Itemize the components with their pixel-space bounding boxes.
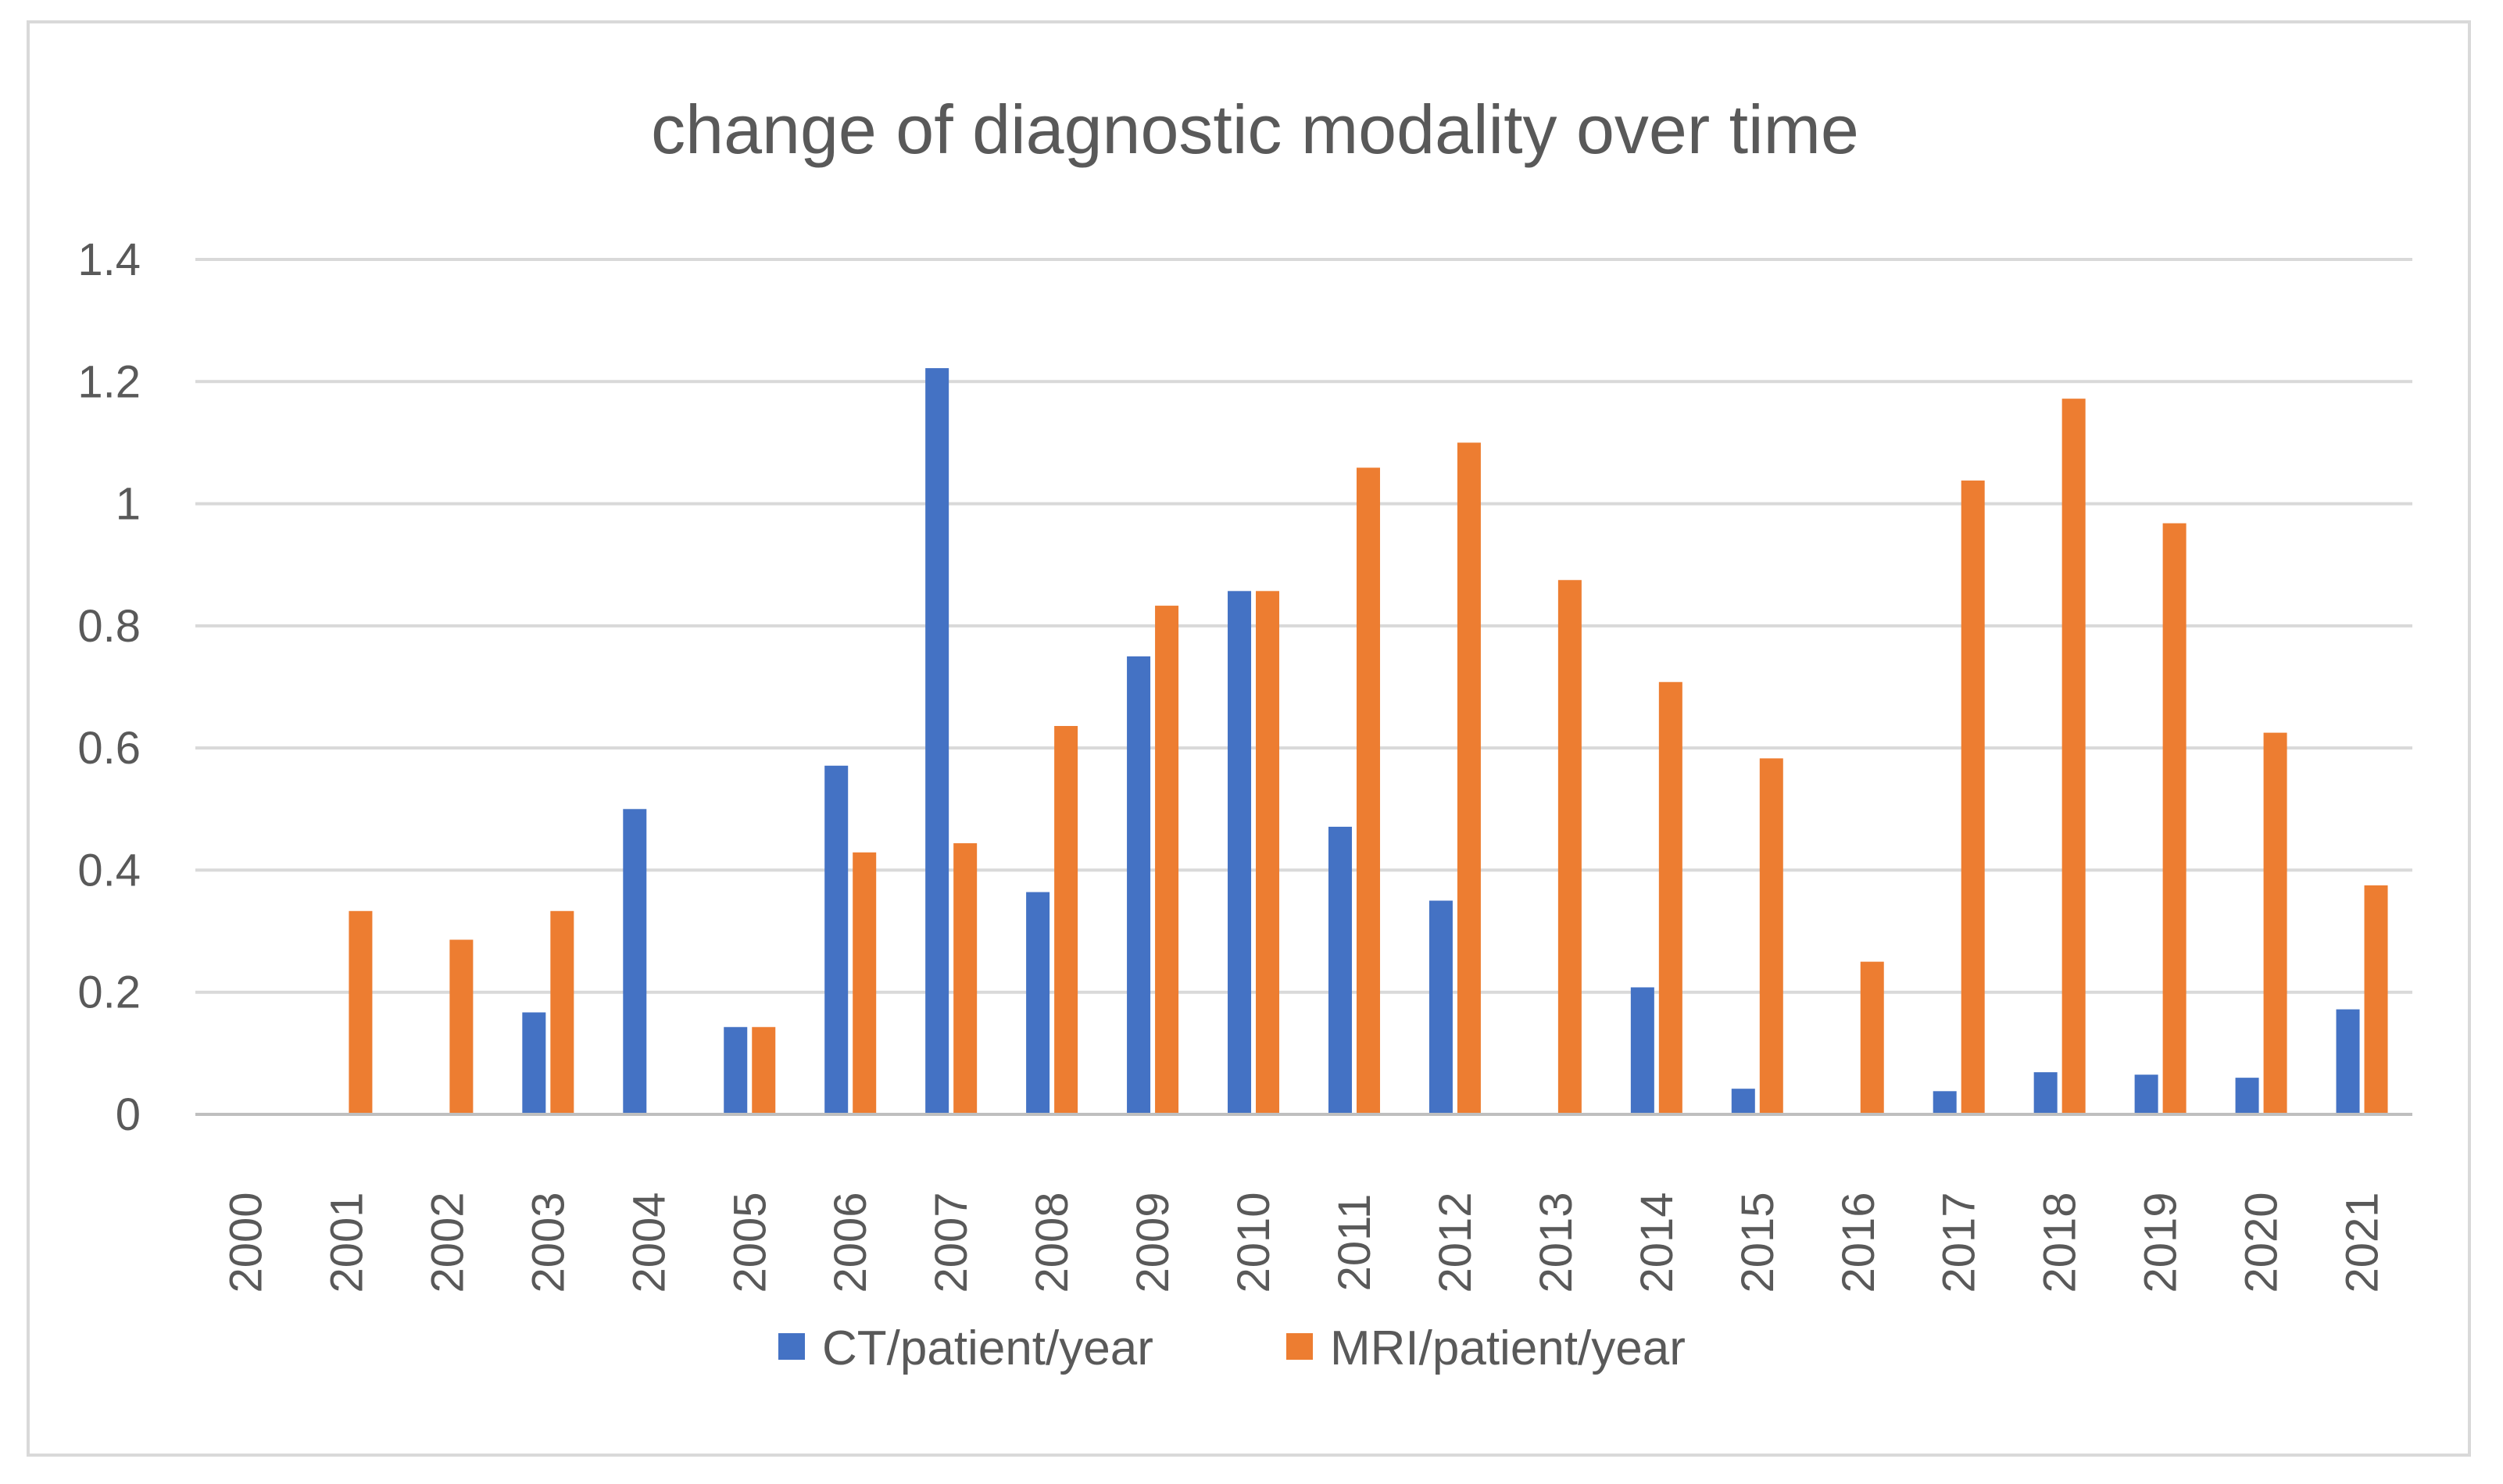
bar-mri-2010 — [1256, 591, 1280, 1114]
bar-mri-2005 — [752, 1027, 776, 1114]
x-tick-label: 2014 — [1632, 1192, 1682, 1293]
bar-mri-2020 — [2263, 732, 2287, 1114]
bars — [349, 368, 2388, 1114]
bar-ct-2020 — [2235, 1078, 2259, 1114]
bar-ct-2019 — [2134, 1075, 2158, 1114]
x-tick-label: 2004 — [624, 1192, 674, 1293]
y-tick-label: 0.6 — [77, 723, 141, 774]
legend-swatch-mri — [1286, 1333, 1313, 1360]
x-tick-label: 2021 — [2337, 1192, 2388, 1293]
bar-ct-2009 — [1127, 656, 1151, 1114]
bar-ct-2021 — [2336, 1009, 2360, 1114]
bar-ct-2004 — [623, 809, 647, 1114]
bar-ct-2011 — [1328, 826, 1352, 1114]
bar-ct-2005 — [724, 1027, 748, 1114]
x-axis-tick-labels: 2000 2001 2002 2003 2004 2005 2006 2007 2008 2009… — [220, 1192, 2387, 1293]
y-tick-label: 1.2 — [77, 356, 141, 407]
chart-title: change of diagnostic modality over time — [651, 91, 1859, 168]
x-tick-label: 2018 — [2035, 1192, 2086, 1293]
x-tick-label: 2019 — [2136, 1192, 2187, 1293]
y-axis-tick-labels: 0 0.2 0.4 0.6 0.8 1 1.2 1.4 — [77, 234, 141, 1140]
x-tick-label: 2000 — [220, 1192, 271, 1293]
y-tick-label: 1 — [116, 479, 141, 530]
bar-mri-2007 — [953, 843, 978, 1114]
x-tick-label: 2011 — [1329, 1194, 1380, 1292]
x-tick-label: 2006 — [825, 1192, 876, 1293]
y-tick-label: 0 — [116, 1089, 141, 1140]
bar-mri-2021 — [2364, 885, 2388, 1114]
bar-ct-2014 — [1630, 987, 1654, 1114]
bar-ct-2006 — [824, 765, 849, 1114]
bar-ct-2018 — [2033, 1072, 2058, 1114]
x-tick-label: 2010 — [1228, 1192, 1279, 1293]
bar-mri-2013 — [1557, 580, 1582, 1114]
y-tick-label: 0.8 — [77, 601, 141, 652]
bar-mri-2014 — [1658, 681, 1682, 1114]
bar-mri-2016 — [1860, 961, 1884, 1114]
x-tick-label: 2016 — [1833, 1192, 1884, 1293]
bar-mri-2009 — [1155, 606, 1179, 1114]
legend: CT/patient/year MRI/patient/year — [778, 1321, 1686, 1375]
bar-mri-2002 — [449, 939, 474, 1114]
bar-ct-2003 — [522, 1012, 546, 1114]
bar-ct-2012 — [1428, 900, 1453, 1114]
x-tick-label: 2007 — [926, 1192, 977, 1293]
bar-ct-2017 — [1933, 1091, 1957, 1114]
x-tick-label: 2017 — [1934, 1192, 1985, 1293]
legend-label-mri: MRI/patient/year — [1330, 1321, 1686, 1375]
bar-ct-2010 — [1228, 591, 1252, 1114]
legend-label-ct: CT/patient/year — [822, 1321, 1153, 1375]
x-tick-label: 2008 — [1027, 1192, 1078, 1293]
x-tick-label: 2015 — [1732, 1192, 1783, 1293]
x-tick-label: 2009 — [1128, 1192, 1178, 1293]
legend-swatch-ct — [778, 1333, 805, 1360]
bar-ct-2008 — [1026, 892, 1050, 1114]
bar-ct-2015 — [1731, 1089, 1755, 1114]
x-tick-label: 2020 — [2237, 1192, 2287, 1293]
y-tick-label: 0.4 — [77, 845, 141, 896]
y-tick-label: 0.2 — [77, 967, 141, 1018]
bar-mri-2012 — [1457, 442, 1481, 1114]
x-tick-label: 2003 — [523, 1192, 574, 1293]
bar-mri-2008 — [1054, 726, 1078, 1114]
x-tick-label: 2012 — [1430, 1192, 1481, 1293]
x-tick-label: 2002 — [422, 1192, 473, 1293]
bar-mri-2003 — [550, 910, 574, 1114]
x-tick-label: 2001 — [321, 1192, 372, 1293]
x-tick-label: 2013 — [1531, 1192, 1582, 1293]
bar-mri-2001 — [349, 910, 373, 1114]
y-tick-label: 1.4 — [77, 234, 141, 285]
bar-mri-2017 — [1961, 480, 1985, 1114]
bar-mri-2015 — [1759, 758, 1783, 1114]
bar-mri-2018 — [2061, 399, 2086, 1114]
bar-mri-2006 — [853, 852, 877, 1114]
bar-mri-2019 — [2162, 523, 2187, 1114]
bar-ct-2007 — [925, 368, 949, 1114]
bar-mri-2011 — [1356, 467, 1380, 1114]
x-tick-label: 2005 — [724, 1192, 775, 1293]
